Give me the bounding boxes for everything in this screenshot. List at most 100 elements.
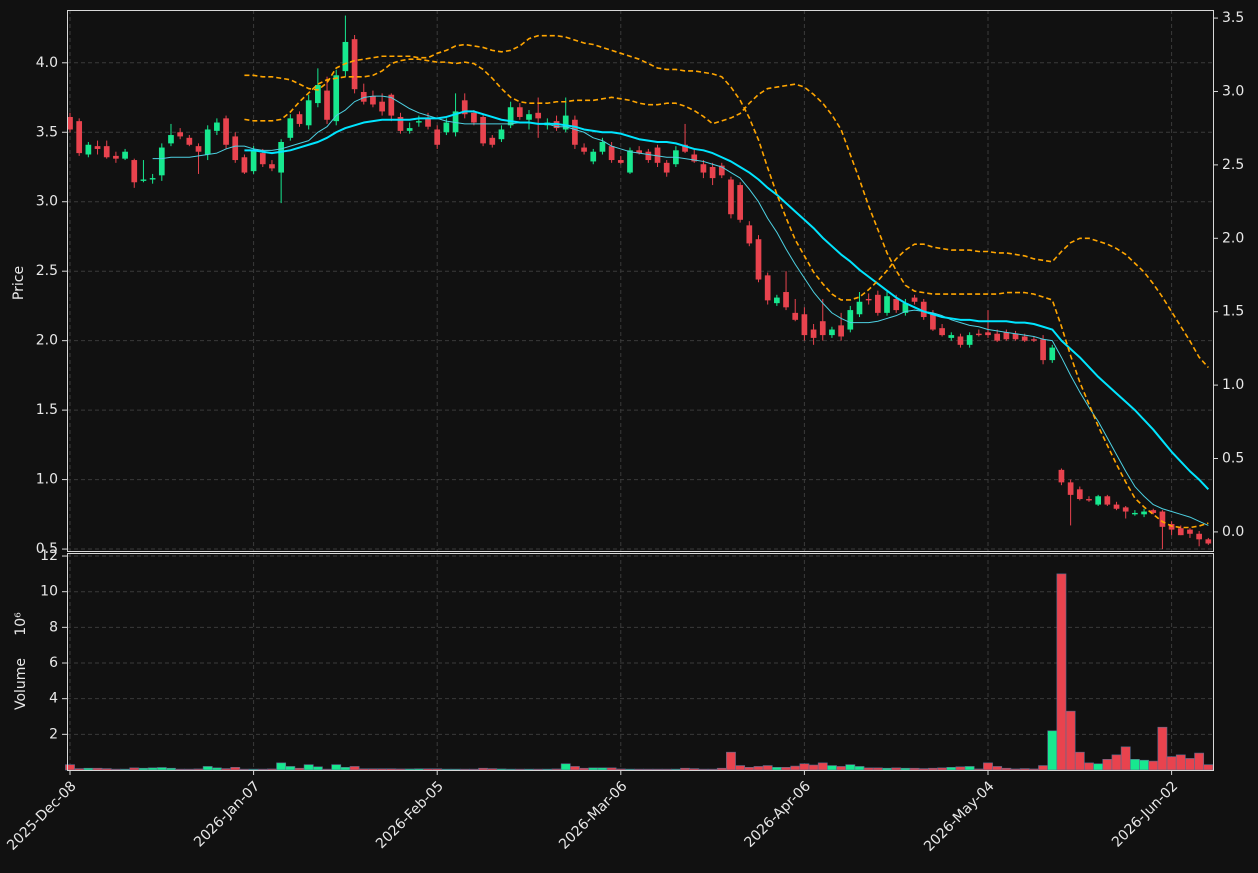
y2-tick-label: 0.5 <box>1222 451 1244 467</box>
volume-bar <box>1010 768 1021 771</box>
candle-body <box>838 325 844 337</box>
volume-bar <box>643 768 654 771</box>
volume-y-tick-label: 8 <box>49 619 58 635</box>
volume-bar <box>368 768 378 771</box>
volume-bar <box>147 767 158 771</box>
volume-bar <box>918 768 929 771</box>
volume-bar <box>413 768 424 771</box>
volume-bar <box>184 768 195 771</box>
volume-bar <box>1001 767 1012 771</box>
candle-body <box>572 119 578 145</box>
volume-bar <box>827 765 837 771</box>
candle-body <box>847 310 854 330</box>
volume-bar <box>239 768 250 771</box>
volume-bar <box>900 767 911 771</box>
volume-bar <box>524 768 534 771</box>
candle-body <box>489 137 496 145</box>
candle-body <box>471 112 477 123</box>
volume-y-tick-label: 2 <box>49 726 58 742</box>
volume-bar <box>753 766 764 771</box>
volume-bar <box>478 767 488 771</box>
volume-bar <box>799 763 810 771</box>
candle-body <box>755 239 762 280</box>
candle-body <box>214 122 220 131</box>
y-tick-label: 3.5 <box>36 124 58 140</box>
candle-body <box>498 129 505 140</box>
candle-body <box>269 164 275 169</box>
candle-body <box>1141 511 1147 515</box>
volume-bar <box>1102 759 1113 771</box>
candle-body <box>1205 539 1212 544</box>
volume-bar <box>771 767 782 771</box>
y-tick-label: 2.5 <box>36 263 58 279</box>
volume-bar <box>156 767 167 771</box>
price-frame <box>67 10 1214 552</box>
candle-body <box>865 298 872 301</box>
volume-bar <box>1203 764 1214 771</box>
candle-body <box>939 328 945 336</box>
candle-body <box>581 147 587 152</box>
candle-body <box>1031 339 1037 341</box>
candle-body <box>994 333 1001 341</box>
candle-body <box>333 75 340 122</box>
volume-bar <box>1139 759 1149 771</box>
volume-bar <box>1074 751 1085 771</box>
volume-bar <box>487 768 498 771</box>
volume-y-tick-label: 10 <box>40 584 58 600</box>
volume-bar <box>1047 730 1058 771</box>
volume-bar <box>221 768 231 771</box>
volume-bar <box>303 764 314 771</box>
candle-body <box>617 160 624 163</box>
volume-bar <box>983 762 993 771</box>
volume-bar <box>551 768 562 771</box>
volume-bar <box>615 768 626 771</box>
candle-body <box>324 90 330 120</box>
y-tick-label: 3.0 <box>36 194 58 210</box>
volume-bar <box>625 768 635 771</box>
volume-bar <box>202 766 213 771</box>
volume-bar <box>964 766 975 771</box>
candle-body <box>746 225 753 244</box>
y2-tick-label: 3.0 <box>1222 83 1244 99</box>
volume-bar <box>386 768 397 771</box>
candle-body <box>562 115 569 130</box>
candle-body <box>654 147 661 163</box>
volume-bar <box>469 768 479 771</box>
candle-body <box>85 144 92 155</box>
candle-body <box>663 162 670 173</box>
volume-bar <box>891 767 902 771</box>
candle-body <box>168 135 174 144</box>
candle-body <box>1003 332 1010 340</box>
candle-body <box>930 314 936 330</box>
volume-bar <box>404 768 415 771</box>
candle-body <box>691 154 698 162</box>
candle-body <box>67 116 73 130</box>
volume-bar <box>211 767 222 771</box>
volume-bar <box>588 767 599 771</box>
volume-bar <box>1120 746 1131 771</box>
candle-body <box>893 298 900 311</box>
candle-body <box>351 39 358 90</box>
volume-bar <box>1019 768 1030 771</box>
volume-bar <box>175 768 186 771</box>
candle-body <box>1122 507 1129 512</box>
y2-tick-label: 2.5 <box>1222 157 1244 173</box>
volume-bar <box>1157 726 1168 771</box>
volume-bar <box>111 768 121 771</box>
volume-bar <box>634 768 645 771</box>
volume-bar <box>716 767 727 771</box>
volume-bar <box>698 768 709 771</box>
candle-body <box>434 129 441 145</box>
volume-bar <box>230 767 241 771</box>
candle-body <box>590 151 597 162</box>
volume-offset-label: 10⁶ <box>13 612 29 636</box>
y2-tick-label: 2.0 <box>1222 230 1244 246</box>
candle-body <box>920 301 927 318</box>
candle-body <box>278 141 284 173</box>
candle-body <box>158 147 165 176</box>
volume-bar <box>836 766 847 771</box>
candle-body <box>1058 469 1065 483</box>
volume-bar <box>257 768 268 771</box>
